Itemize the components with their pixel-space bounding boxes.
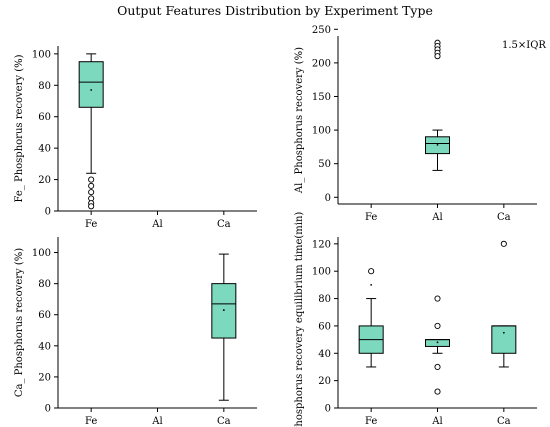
y-tick-label: 250 (312, 25, 331, 36)
y-tick-label: 20 (318, 376, 331, 387)
box-al (425, 295, 450, 395)
x-tick-label: Fe (85, 416, 97, 427)
y-axis-label: Phosphorus recovery equilibrium time(min… (294, 212, 305, 427)
box-fe (358, 268, 384, 368)
y-tick-label: 0 (45, 207, 51, 218)
mean-marker (370, 283, 373, 286)
y-tick-label: 80 (318, 294, 331, 305)
outlier-point (88, 189, 95, 196)
x-tick-label: Fe (365, 212, 377, 223)
box-ca (211, 253, 237, 401)
y-tick-label: 20 (38, 175, 51, 186)
x-tick-label: Ca (217, 416, 231, 427)
outlier-point (434, 363, 441, 371)
y-tick-label: 100 (32, 49, 51, 60)
box-fe (78, 53, 104, 210)
y-tick-label: 0 (325, 404, 331, 415)
y-tick-label: 150 (312, 92, 331, 103)
y-tick-label: 20 (38, 372, 51, 383)
mean-marker (436, 341, 439, 344)
y-tick-label: 100 (32, 248, 51, 259)
x-tick-label: Al (431, 212, 442, 223)
x-tick-label: Ca (217, 219, 231, 230)
y-tick-label: 60 (318, 321, 331, 332)
y-tick-label: 40 (38, 144, 51, 155)
y-tick-label: 60 (38, 310, 51, 321)
iqr-annotation: 1.5×IQR (502, 40, 546, 51)
x-tick-label: Ca (497, 212, 511, 223)
mean-marker (436, 143, 439, 146)
x-tick-label: Fe (365, 416, 377, 427)
y-tick-label: 80 (38, 279, 51, 290)
outlier-point (434, 295, 441, 302)
mean-marker (502, 331, 505, 334)
y-tick-label: 100 (312, 267, 331, 278)
y-tick-label: 0 (45, 404, 51, 415)
iqr-box (78, 61, 104, 108)
panel-al-recovery: 0 50 100 150 200 250 Fe Al Ca Al_ Phosphorus reco… (294, 25, 537, 223)
y-tick-label: 40 (38, 341, 51, 352)
mean-marker (222, 309, 225, 311)
x-tick-label: Al (151, 416, 162, 427)
figure-title: Output Features Distribution by Experime… (117, 3, 433, 18)
outlier-point (434, 322, 441, 329)
panel-fe-recovery: 0 20 40 60 80 100 Fe Al Ca Fe_ Phosphorus recover… (14, 46, 257, 230)
panel-ca-recovery: 0 20 40 60 80 100 Fe Al Ca Ca_ Phosphorus recover… (14, 237, 257, 427)
y-axis-label: Ca_ Phosphorus recovery (%) (14, 248, 25, 397)
x-tick-label: Ca (497, 416, 511, 427)
outlier-point (434, 53, 441, 60)
box-al (425, 39, 450, 171)
y-tick-label: 120 (312, 239, 331, 250)
y-tick-label: 0 (325, 193, 331, 204)
outlier-point (88, 182, 95, 189)
y-tick-label: 200 (312, 58, 331, 69)
x-tick-label: Al (431, 416, 442, 427)
y-tick-label: 100 (312, 126, 331, 137)
y-tick-label: 40 (318, 349, 331, 360)
y-axis-label: Al_ Phosphorus recovery (%) (294, 47, 305, 194)
box-ca (491, 240, 517, 368)
x-tick-label: Al (151, 219, 162, 230)
outlier-point (500, 240, 507, 247)
outlier-point (88, 203, 95, 210)
x-tick-label: Fe (85, 219, 97, 230)
y-axis-label: Fe_ Phosphorus recovery (%) (14, 54, 25, 202)
mean-marker (90, 89, 93, 91)
iqr-box (491, 325, 517, 354)
outlier-point (88, 176, 95, 183)
y-tick-label: 60 (38, 112, 51, 123)
outlier-point (434, 388, 441, 395)
y-tick-label: 50 (318, 159, 331, 170)
outlier-point (368, 268, 375, 275)
panel-equilibrium-time: 0 20 40 60 80 100 120 Fe Al Ca Phosphorus recovery… (294, 212, 537, 427)
y-tick-label: 80 (38, 81, 51, 92)
